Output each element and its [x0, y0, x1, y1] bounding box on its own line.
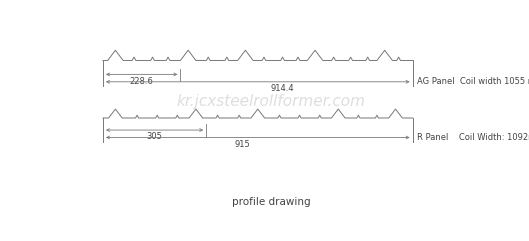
Text: profile drawing: profile drawing [232, 197, 311, 207]
Text: kr.jcxsteelrollformer.com: kr.jcxsteelrollformer.com [177, 94, 366, 109]
Text: AG Panel  Coil width 1055 mm: AG Panel Coil width 1055 mm [417, 77, 529, 86]
Text: 228.6: 228.6 [130, 77, 153, 86]
Text: 305: 305 [147, 132, 162, 141]
Text: R Panel    Coil Width: 1092mm: R Panel Coil Width: 1092mm [417, 133, 529, 142]
Text: 915: 915 [234, 140, 250, 149]
Text: 914.4: 914.4 [271, 84, 294, 93]
